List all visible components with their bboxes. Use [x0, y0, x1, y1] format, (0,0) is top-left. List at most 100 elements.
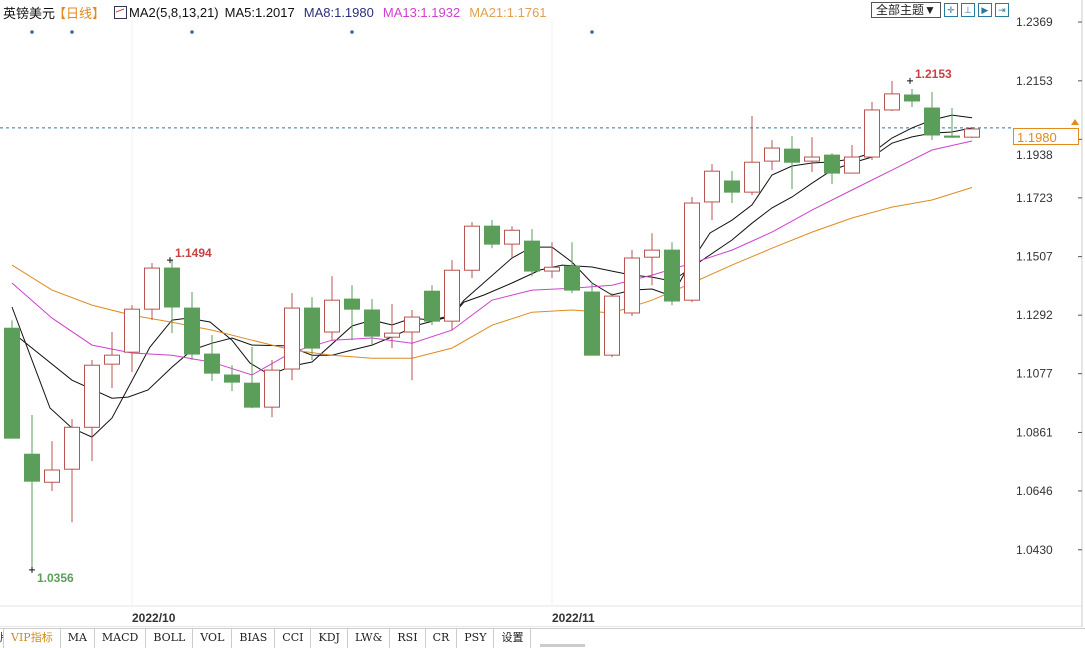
candle-up[interactable] [464, 222, 480, 279]
candle-up[interactable] [624, 250, 640, 316]
candle-up[interactable] [644, 233, 660, 286]
candle-down[interactable] [304, 297, 320, 361]
candle-up[interactable] [44, 441, 60, 491]
x-axis-label: 2022/11 [552, 611, 595, 625]
candle-up[interactable] [704, 164, 720, 221]
candle-up[interactable] [544, 242, 560, 279]
candle-body [444, 269, 460, 322]
candle-body [664, 249, 680, 302]
tab-bias[interactable]: BIAS [232, 629, 276, 648]
candle-down[interactable] [904, 88, 920, 107]
candle-up[interactable] [104, 332, 120, 389]
candle-up[interactable] [324, 276, 340, 341]
candle-body [404, 316, 420, 333]
tab-kdj[interactable]: KDJ [311, 629, 348, 648]
tab-cci[interactable]: CCI [275, 629, 312, 648]
candle-up[interactable] [444, 260, 460, 331]
candle-down[interactable] [824, 153, 840, 184]
candle-up[interactable] [864, 102, 880, 161]
symbol-name: 英镑美元 [3, 6, 56, 21]
tab-macd[interactable]: MACD [95, 629, 147, 648]
candle-body [724, 180, 740, 193]
candle-down[interactable] [344, 285, 360, 341]
candle-down[interactable] [664, 242, 680, 306]
current-price-label: 1.1980 [1013, 128, 1079, 145]
extreme-marker [167, 257, 173, 264]
crosshair-icon[interactable]: ✛ [943, 3, 958, 17]
candle-down[interactable] [244, 346, 260, 409]
tab-rsi[interactable]: RSI [390, 629, 426, 648]
candle-down[interactable] [224, 365, 240, 392]
candle-up[interactable] [604, 293, 620, 358]
tab-vol[interactable]: VOL [193, 629, 233, 648]
candle-down[interactable] [204, 335, 220, 382]
candle-down[interactable] [564, 242, 580, 294]
candle-down[interactable] [364, 299, 380, 346]
tab-vip[interactable]: VIP指标 [4, 629, 61, 648]
tab-settings[interactable]: 设置 [494, 629, 532, 648]
candle-down[interactable] [724, 171, 740, 204]
candle-body [144, 267, 160, 310]
horizontal-scrollbar[interactable] [540, 644, 585, 647]
candle-down[interactable] [784, 136, 800, 190]
candle-body [564, 265, 580, 291]
candle-body [924, 107, 940, 136]
indicator-icon[interactable] [114, 6, 128, 19]
candle-down[interactable] [524, 229, 540, 277]
candle-body [824, 154, 840, 174]
candle-up[interactable] [124, 305, 140, 373]
candle-down[interactable] [924, 91, 940, 141]
tab-cr[interactable]: CR [426, 629, 458, 648]
candle-up[interactable] [964, 127, 980, 138]
y-tick-label: 1.2369 [1016, 15, 1053, 29]
candle-body [864, 109, 880, 158]
candle-up[interactable] [764, 140, 780, 171]
candle-up[interactable] [84, 360, 100, 462]
candle-body [484, 225, 500, 245]
candle-down[interactable] [4, 320, 20, 439]
tab-ma[interactable]: MA [61, 629, 95, 648]
candle-body [884, 93, 900, 111]
candle-up[interactable] [144, 263, 160, 321]
move-right-icon[interactable]: ⇥ [994, 3, 1009, 17]
y-tick-label: 1.0430 [1016, 543, 1053, 557]
y-tick-label: 1.1938 [1016, 148, 1053, 162]
candle-down[interactable] [584, 282, 600, 356]
tab-lw[interactable]: LW& [348, 629, 391, 648]
y-tick-label: 1.0646 [1016, 484, 1053, 498]
candle-up[interactable] [884, 80, 900, 112]
candle-body [304, 307, 320, 349]
candle-down[interactable] [164, 260, 180, 334]
tab-boll[interactable]: BOLL [146, 629, 194, 648]
candlestick-chart[interactable]: 1.2369 1.2153 1.1938 1.1723 1.1507 1.1292 1.10… [0, 0, 1085, 627]
theme-dropdown[interactable]: 全部主题▼ [871, 2, 941, 18]
tab-partial[interactable]: 版 [0, 629, 4, 648]
candle-body [24, 453, 40, 482]
y-tick-label: 1.1723 [1016, 191, 1053, 205]
candle-down[interactable] [944, 108, 960, 138]
candle-up[interactable] [804, 137, 820, 173]
candle-body [184, 307, 200, 355]
period-label[interactable]: 【日线】 [53, 6, 106, 21]
tab-psy[interactable]: PSY [457, 629, 495, 648]
candle-down[interactable] [24, 415, 40, 570]
candle-down[interactable] [484, 220, 500, 249]
extreme-label: 1.1494 [175, 246, 212, 260]
candle-up[interactable] [64, 419, 80, 523]
candle-up[interactable] [284, 293, 300, 381]
candle-up[interactable] [264, 360, 280, 418]
candle-body [204, 353, 220, 374]
candle-up[interactable] [844, 145, 860, 174]
candle-down[interactable] [424, 285, 440, 325]
candle-body [84, 364, 100, 428]
candle-up[interactable] [404, 309, 420, 381]
candle-up[interactable] [684, 197, 700, 303]
candle-down[interactable] [184, 292, 200, 361]
candle-up[interactable] [504, 226, 520, 259]
candle-up[interactable] [384, 303, 400, 349]
candle-body [684, 202, 700, 301]
step-icon[interactable]: ▶ [977, 3, 992, 17]
candle-up[interactable] [744, 115, 760, 196]
zoom-in-icon[interactable]: ⊥ [960, 3, 975, 17]
ma5-value: MA5:1.2017 [224, 5, 295, 20]
